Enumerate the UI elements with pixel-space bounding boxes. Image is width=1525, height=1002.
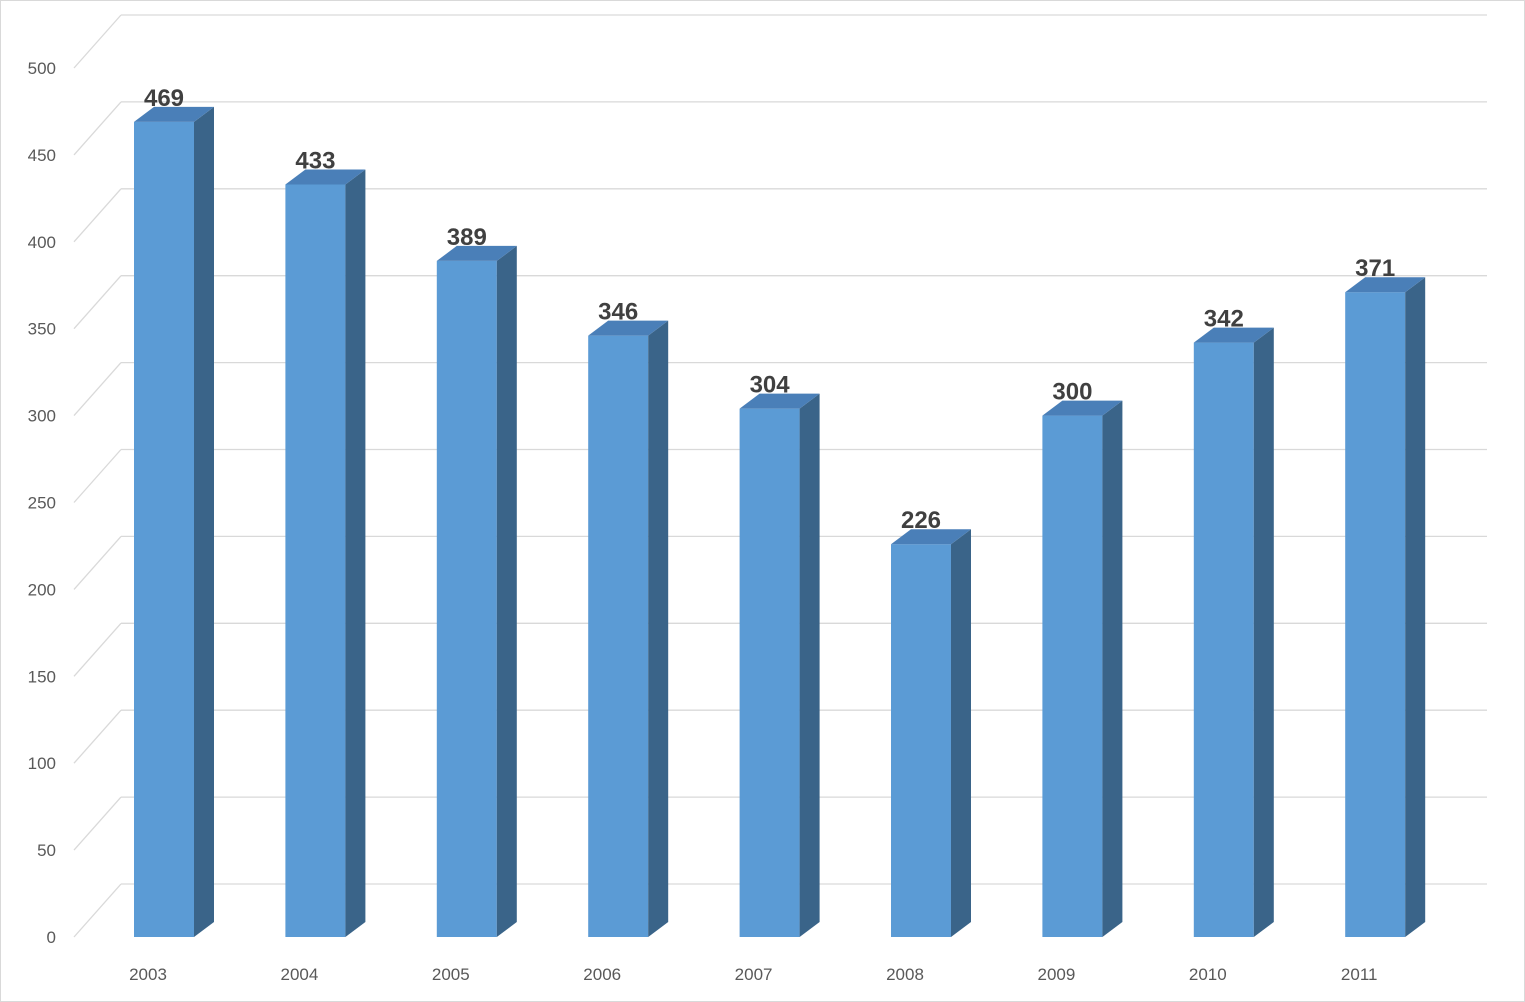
y-tick-label-200: 200 (28, 580, 56, 599)
bar-top-2003 (134, 106, 214, 122)
gridline-diagonal-150 (73, 622, 122, 677)
y-tick-label-450: 450 (28, 146, 56, 165)
gridline-diagonal-0 (73, 883, 122, 938)
bar-top-2005 (436, 245, 517, 261)
data-label-2003: 469 (144, 85, 184, 112)
data-label-2004: 433 (295, 147, 335, 174)
bar-2007 (739, 393, 820, 937)
bar-2003 (134, 106, 214, 938)
bar-front-2008 (891, 544, 951, 937)
bar-side-2008 (951, 529, 971, 937)
gridline-diagonal-300 (73, 362, 122, 417)
bar-side-2005 (496, 245, 517, 938)
bar-front-2007 (739, 408, 800, 937)
bar-2009 (1042, 400, 1123, 938)
bar-side-2007 (799, 393, 820, 937)
bar-side-2009 (1102, 400, 1123, 938)
y-tick-label-350: 350 (28, 320, 56, 339)
bar-side-2006 (648, 320, 669, 938)
bar-top-2004 (285, 169, 366, 185)
x-tick-label-2003: 2003 (129, 965, 167, 984)
bar-2005 (436, 245, 517, 938)
x-tick-label-2006: 2006 (583, 965, 621, 984)
data-label-2005: 389 (447, 224, 487, 251)
x-tick-label-2008: 2008 (886, 965, 924, 984)
y-tick-label-0: 0 (47, 928, 56, 947)
y-tick-label-250: 250 (28, 494, 56, 513)
y-tick-label-400: 400 (28, 233, 56, 252)
data-label-2010: 342 (1204, 306, 1244, 333)
bar-front-2006 (588, 335, 649, 938)
y-tick-label-100: 100 (28, 754, 56, 773)
x-tick-label-2005: 2005 (432, 965, 470, 984)
bar-top-2011 (1345, 277, 1426, 293)
data-label-2007: 304 (750, 372, 791, 399)
y-axis-tick-labels: 0 50 100 150 200 250 300 350 400 450 500 (28, 59, 56, 947)
bar-front-2004 (285, 184, 346, 938)
bar-side-2003 (194, 106, 214, 938)
x-tick-label-2004: 2004 (280, 965, 318, 984)
gridline-diagonal-50 (73, 796, 122, 851)
x-axis-tick-labels: 2003 2004 2005 2006 2007 2008 2009 2010 2011 (129, 965, 1377, 984)
y-tick-label-500: 500 (28, 59, 56, 78)
y-tick-label-50: 50 (37, 841, 56, 860)
data-labels: 469 433 389 346 304 226 300 342 371 (144, 85, 1395, 534)
bar-front-2003 (134, 121, 194, 938)
bar-front-2009 (1042, 415, 1103, 938)
bar-2010 (1193, 327, 1274, 937)
x-tick-label-2010: 2010 (1189, 965, 1227, 984)
x-tick-label-2011: 2011 (1341, 965, 1378, 984)
bar-side-2011 (1405, 277, 1426, 937)
data-label-2008: 226 (901, 507, 941, 534)
bar-side-2004 (345, 169, 366, 938)
gridline-diagonal-350 (73, 275, 122, 330)
y-tick-label-300: 300 (28, 407, 56, 426)
x-tick-label-2009: 2009 (1037, 965, 1075, 984)
gridline-diagonal-250 (73, 449, 122, 503)
data-label-2006: 346 (598, 299, 638, 326)
bars (134, 106, 1426, 938)
bar-top-2008 (891, 529, 971, 545)
gridline-diagonal-200 (73, 535, 122, 590)
bar-2011 (1345, 277, 1426, 937)
bar-side-2010 (1253, 327, 1274, 937)
bar-top-2010 (1193, 327, 1274, 343)
x-tick-label-2007: 2007 (735, 965, 773, 984)
bar-2006 (588, 320, 669, 938)
gridline-diagonal-400 (73, 188, 122, 243)
bar-2004 (285, 169, 366, 938)
data-label-2011: 371 (1355, 255, 1395, 282)
y-tick-label-150: 150 (28, 667, 56, 686)
bar-top-2006 (588, 320, 669, 336)
bar-2008 (891, 529, 971, 937)
bar-front-2010 (1193, 342, 1254, 937)
bar-front-2005 (436, 260, 497, 938)
bar-front-2011 (1345, 292, 1406, 937)
data-label-2009: 300 (1052, 379, 1092, 406)
gridline-diagonal-100 (73, 709, 122, 764)
gridline-diagonal-450 (73, 101, 122, 156)
bar-top-2007 (739, 393, 820, 409)
bar-top-2009 (1042, 400, 1123, 416)
gridline-diagonal-500 (73, 14, 122, 69)
